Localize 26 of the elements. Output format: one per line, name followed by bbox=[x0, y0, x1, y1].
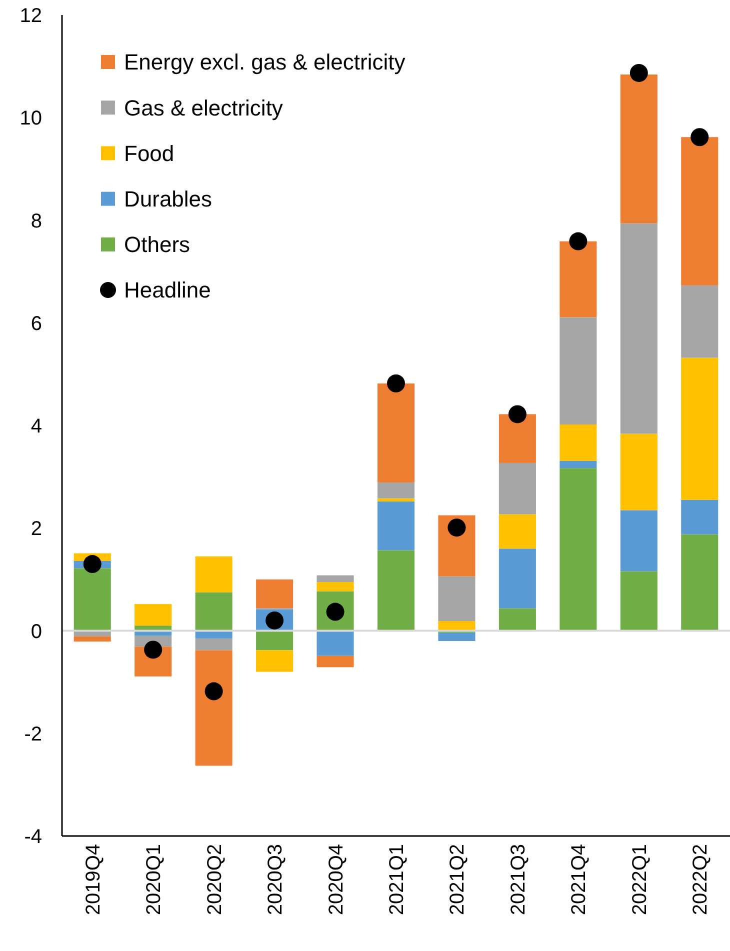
y-tick-label: 12 bbox=[20, 5, 42, 27]
y-tick-label: 8 bbox=[30, 210, 42, 232]
y-tick-label: 10 bbox=[20, 108, 42, 130]
y-tick-label: 6 bbox=[30, 312, 42, 335]
y-tick-label: 2 bbox=[30, 518, 42, 540]
y-tick-label: -4 bbox=[24, 826, 42, 848]
legend-label: Food bbox=[124, 140, 174, 166]
legend-label: Energy excl. gas & electricity bbox=[124, 50, 406, 75]
x-tick-label: 2022Q2 bbox=[690, 844, 712, 916]
x-tick-label: 2020Q1 bbox=[143, 844, 166, 916]
x-tick-label: 2021Q4 bbox=[568, 844, 590, 916]
x-tick-label: 2019Q4 bbox=[82, 844, 104, 916]
y-tick-label: 0 bbox=[30, 620, 42, 643]
y-tick-label: -2 bbox=[24, 723, 42, 746]
legend-label: Durables bbox=[124, 186, 212, 212]
y-tick-label: 4 bbox=[30, 416, 42, 438]
x-tick-label: 2020Q4 bbox=[325, 844, 348, 916]
x-tick-label: 2022Q1 bbox=[628, 844, 651, 916]
legend-label: Gas & electricity bbox=[124, 95, 283, 120]
x-tick-label: 2021Q3 bbox=[507, 844, 530, 916]
legend-label: Others bbox=[124, 232, 190, 258]
x-tick-label: 2020Q2 bbox=[204, 844, 226, 916]
x-tick-label: 2020Q3 bbox=[264, 844, 287, 916]
x-tick-label: 2021Q2 bbox=[446, 844, 469, 916]
legend-label: Headline bbox=[124, 278, 211, 303]
x-tick-label: 2021Q1 bbox=[386, 844, 408, 916]
